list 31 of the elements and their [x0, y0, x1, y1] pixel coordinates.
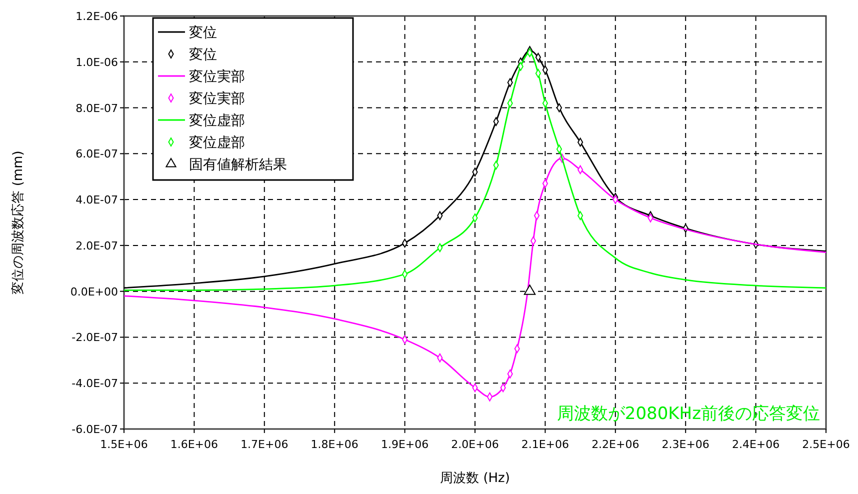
x-tick-label: 2.3E+06 — [662, 438, 710, 451]
x-tick-label: 2.4E+06 — [732, 438, 780, 451]
x-tick-label: 1.6E+06 — [170, 438, 218, 451]
legend-label: 変位虚部 — [189, 113, 245, 129]
x-tick-label: 1.5E+06 — [100, 438, 148, 451]
y-tick-label: 2.0E-07 — [76, 239, 118, 252]
x-tick-label: 2.0E+06 — [451, 438, 499, 451]
legend-label: 変位実部 — [189, 69, 245, 85]
legend-label: 変位 — [189, 25, 217, 41]
y-tick-label: 0.0E+00 — [70, 285, 118, 298]
legend-label: 変位虚部 — [189, 135, 245, 151]
y-tick-label: -2.0E-07 — [72, 331, 118, 344]
x-tick-label: 1.9E+06 — [380, 438, 429, 451]
x-tick-label: 2.2E+06 — [592, 438, 640, 451]
x-tick-label: 2.1E+06 — [521, 438, 570, 451]
y-tick-label: 4.0E-07 — [76, 194, 118, 207]
x-tick-label: 2.5E+06 — [802, 438, 850, 451]
y-tick-label: -6.0E-07 — [72, 423, 118, 436]
y-tick-label: 1.2E-06 — [76, 10, 118, 23]
y-tick-label: 1.0E-06 — [76, 56, 118, 69]
x-axis-title: 周波数 (Hz) — [440, 471, 510, 486]
annotation: 周波数が2080KHz前後の応答変位 — [556, 404, 820, 424]
legend-label: 固有値解析結果 — [189, 157, 287, 173]
y-tick-label: 8.0E-07 — [76, 102, 118, 115]
y-tick-label: -4.0E-07 — [72, 377, 118, 390]
y-axis-title: 変位の周波数応答 (mm) — [10, 150, 26, 294]
legend-label: 変位 — [189, 47, 217, 63]
x-tick-label: 1.8E+06 — [310, 438, 358, 451]
legend-label: 変位実部 — [189, 91, 245, 107]
x-tick-label: 1.7E+06 — [240, 438, 288, 451]
y-tick-label: 6.0E-07 — [76, 148, 118, 161]
